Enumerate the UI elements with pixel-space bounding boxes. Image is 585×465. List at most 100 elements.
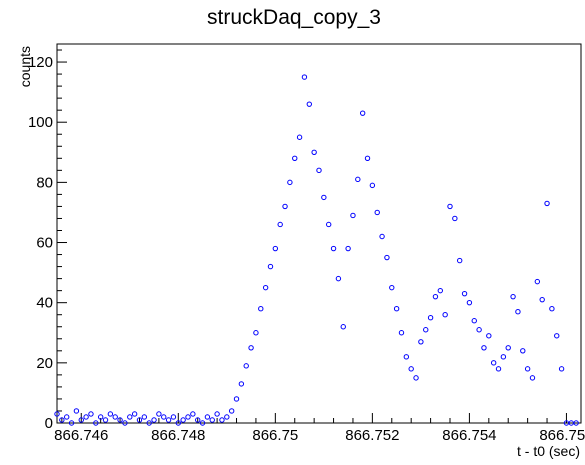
data-point — [549, 306, 555, 312]
data-point — [54, 411, 60, 417]
data-point — [219, 417, 225, 423]
chart-title: struckDaq_copy_3 — [207, 6, 381, 29]
data-point — [127, 414, 133, 420]
data-point — [258, 306, 264, 312]
data-point — [355, 176, 361, 183]
data-point — [93, 420, 99, 426]
data-point — [379, 233, 385, 240]
data-point — [452, 215, 458, 222]
x-tick-label: 866.752 — [345, 427, 399, 444]
data-point — [495, 366, 502, 372]
data-point — [340, 324, 346, 330]
data-point — [345, 245, 351, 252]
data-point — [195, 417, 201, 423]
data-point — [384, 254, 390, 261]
data-point — [432, 293, 439, 300]
data-point — [272, 245, 279, 252]
data-point — [122, 420, 128, 426]
data-point — [490, 360, 497, 366]
data-point — [558, 366, 565, 372]
data-point — [102, 417, 109, 423]
data-point — [112, 414, 118, 420]
data-point — [326, 221, 332, 228]
data-point — [486, 333, 492, 339]
data-point — [282, 203, 288, 210]
data-point — [389, 284, 395, 291]
data-point — [529, 375, 536, 381]
data-point — [457, 257, 463, 264]
data-point — [131, 411, 138, 417]
data-point — [161, 414, 167, 420]
data-point — [73, 408, 80, 414]
data-point — [228, 408, 235, 414]
x-axis: 866.746 866.748 866.75 866.752 866.754 866.75… — [54, 413, 585, 444]
data-point — [204, 414, 211, 420]
data-point — [539, 296, 545, 303]
data-point — [335, 275, 342, 282]
data-point — [427, 315, 434, 321]
data-point — [330, 245, 337, 252]
data-point — [534, 278, 541, 285]
data-point — [515, 309, 521, 315]
data-point — [524, 366, 531, 372]
data-point — [287, 179, 293, 186]
data-point — [233, 396, 240, 402]
y-axis-label: counts — [17, 46, 33, 87]
data-point — [296, 134, 303, 140]
data-point — [311, 149, 317, 155]
data-point — [476, 327, 482, 333]
data-point — [573, 420, 579, 426]
data-point — [505, 345, 511, 351]
data-point — [461, 290, 468, 297]
x-tick-label: 866.754 — [442, 427, 496, 444]
data-point — [369, 182, 376, 189]
plot-frame — [56, 43, 582, 424]
data-point — [165, 417, 172, 423]
y-tick-label: 20 — [36, 355, 53, 372]
data-point — [413, 375, 419, 381]
data-point — [306, 101, 312, 107]
data-point — [350, 212, 356, 219]
data-point — [481, 345, 487, 351]
data-point — [64, 414, 70, 420]
x-tick-label: 866.746 — [54, 427, 108, 444]
y-tick-label: 100 — [28, 114, 53, 131]
y-tick-label: 120 — [28, 54, 53, 71]
data-point — [156, 411, 162, 417]
data-point — [175, 420, 182, 426]
data-point — [418, 339, 424, 345]
x-tick-label: 866.748 — [151, 427, 205, 444]
data-point — [151, 417, 157, 423]
data-point — [544, 200, 550, 207]
data-point — [398, 330, 405, 336]
data-point — [243, 363, 249, 369]
data-point — [78, 417, 84, 423]
data-point — [59, 417, 65, 423]
data-point — [136, 417, 143, 423]
data-point — [403, 354, 410, 360]
data-point — [316, 167, 322, 174]
data-points — [54, 74, 579, 426]
data-point — [292, 155, 298, 162]
y-axis: 0 20 40 60 80 100 120 — [28, 49, 67, 432]
y-tick-label: 60 — [36, 235, 53, 252]
data-point — [321, 194, 327, 201]
data-point — [447, 203, 453, 210]
y-tick-label: 40 — [36, 295, 53, 312]
x-tick-label: 866.75 — [252, 427, 298, 444]
data-point — [248, 345, 254, 351]
data-point — [253, 330, 259, 336]
data-point — [267, 263, 274, 270]
data-point — [393, 306, 400, 312]
data-point — [500, 354, 507, 360]
data-point — [301, 74, 308, 80]
x-tick-label: 866.756 — [539, 427, 585, 444]
data-point — [224, 414, 230, 420]
data-point — [262, 284, 269, 291]
data-point — [180, 417, 186, 423]
data-point — [83, 414, 89, 420]
data-point — [141, 414, 148, 420]
data-point — [68, 420, 75, 426]
data-point — [442, 312, 448, 318]
